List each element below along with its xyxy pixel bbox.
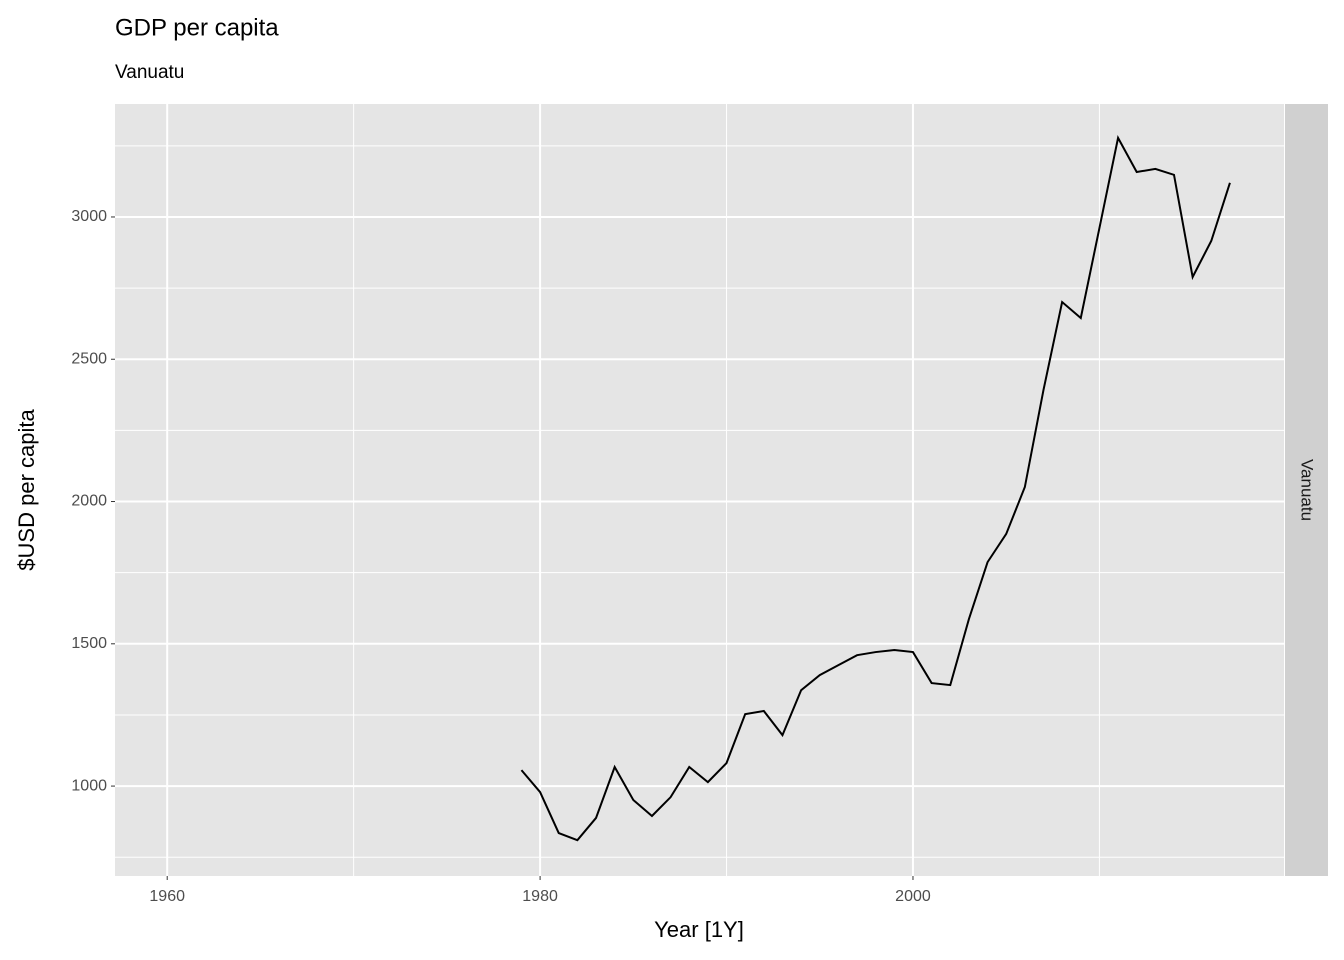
y-tick-label: 2000 <box>71 493 107 510</box>
x-axis-title: Year [1Y] <box>654 917 744 942</box>
y-tick-label: 3000 <box>71 208 107 225</box>
facet-label: Vanuatu <box>1298 459 1317 521</box>
y-axis-title: $USD per capita <box>14 409 39 571</box>
y-tick-label: 1500 <box>71 635 107 652</box>
x-tick-label: 1980 <box>522 888 558 905</box>
data-line <box>520 134 1231 842</box>
y-tick-label: 1000 <box>71 777 107 794</box>
y-tick-label: 2500 <box>71 350 107 367</box>
panel <box>115 104 1284 876</box>
x-tick-label: 1960 <box>149 888 185 905</box>
x-tick-label: 2000 <box>895 888 931 905</box>
facet-strip <box>1285 104 1328 876</box>
chart-subtitle: Vanuatu <box>115 62 184 83</box>
chart-title: GDP per capita <box>115 14 279 41</box>
